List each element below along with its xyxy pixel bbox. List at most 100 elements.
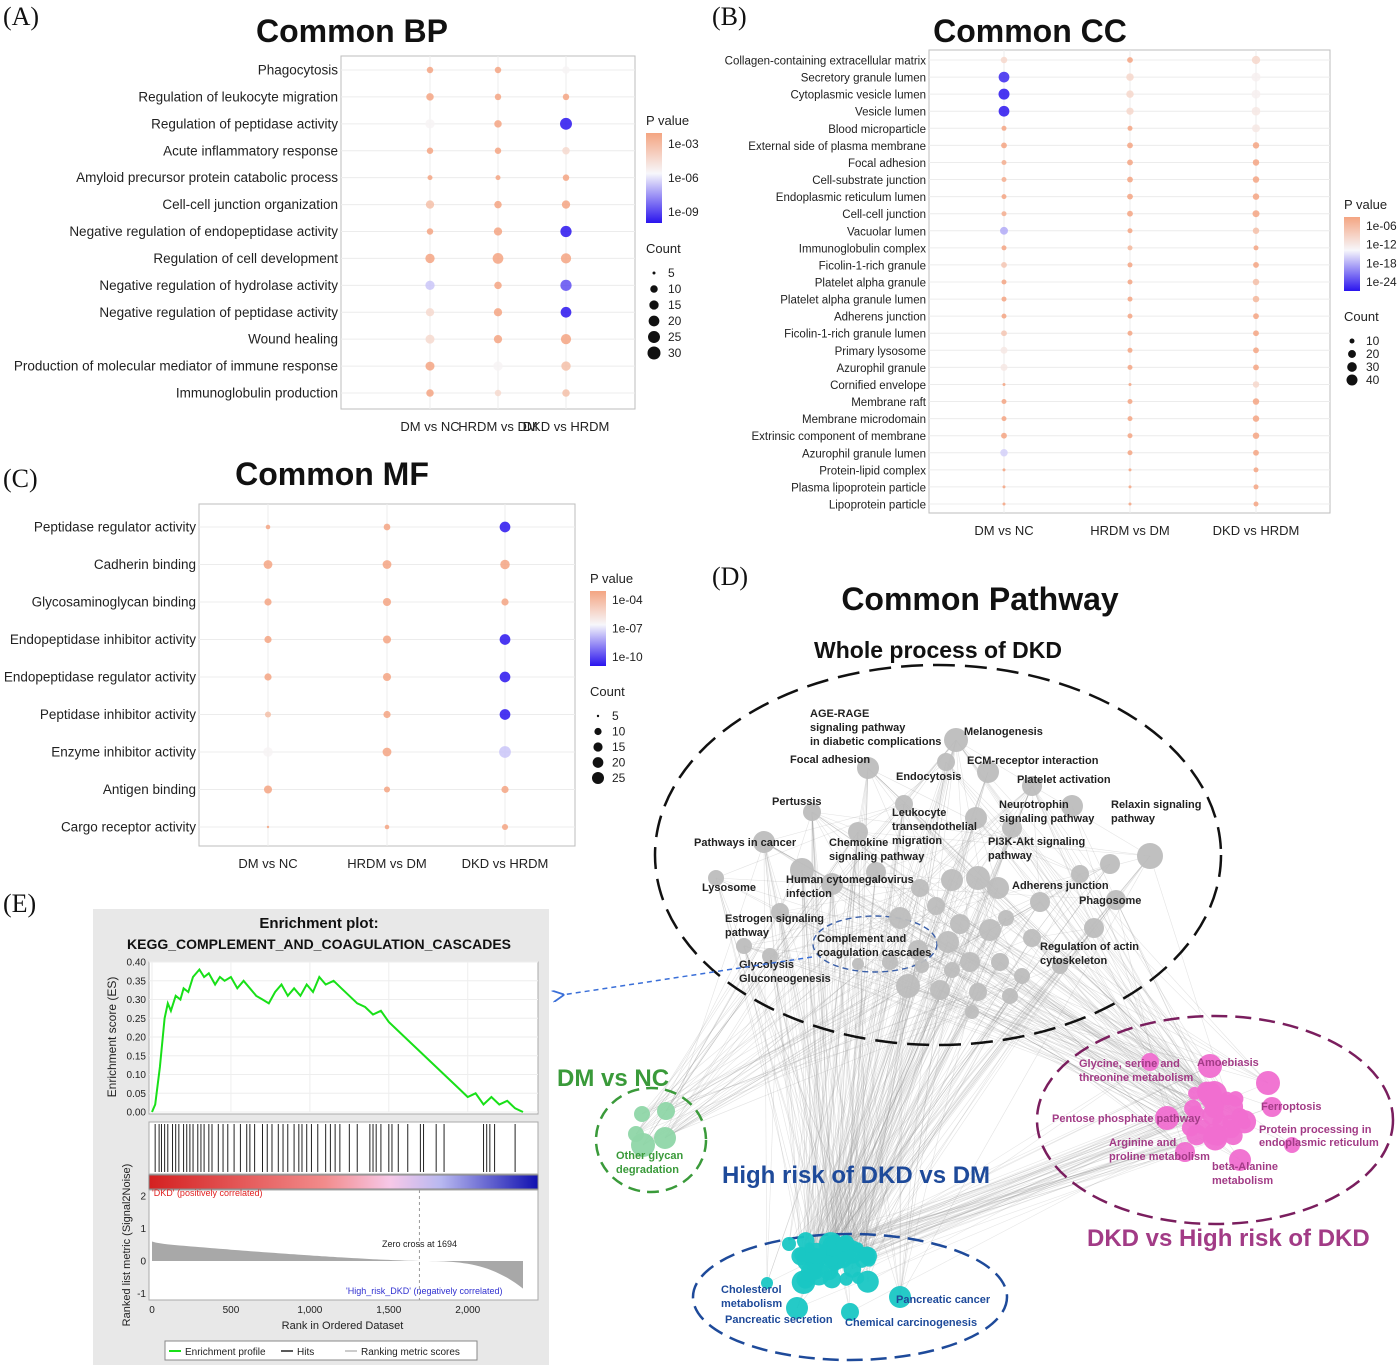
node-whole-process xyxy=(848,822,868,842)
network-edge xyxy=(800,905,937,1257)
zero-cross-label: Zero cross at 1694 xyxy=(382,1239,457,1249)
dot xyxy=(426,389,434,397)
network-edge xyxy=(955,739,991,931)
network-edge xyxy=(766,911,781,1284)
legend-size-dot xyxy=(647,346,661,360)
gsea-subtitle: KEGG_COMPLEMENT_AND_COAGULATION_CASCADES xyxy=(127,936,511,952)
es-y-tick: 0.05 xyxy=(127,1089,147,1100)
metric-y-tick: 0 xyxy=(140,1257,146,1268)
complement-highlight-ellipse xyxy=(812,915,938,973)
network-edge xyxy=(788,887,999,1245)
node-whole-process xyxy=(998,910,1014,926)
network-edge xyxy=(845,975,1023,1247)
network-edge xyxy=(766,761,947,1284)
dot xyxy=(1251,106,1261,116)
column-label: HRDM vs DM xyxy=(1090,523,1169,538)
column-label: DKD vs HRDM xyxy=(523,419,610,434)
network-edge xyxy=(816,985,909,1261)
legend-color-tick: 1e-10 xyxy=(612,650,643,664)
label-neuro-2: signaling pathway xyxy=(999,813,1095,825)
label-platelet: Platelet activation xyxy=(1017,774,1111,786)
chart-title: Common BP xyxy=(256,13,448,49)
dot xyxy=(1127,313,1133,319)
network-edge xyxy=(769,955,1213,1116)
dot xyxy=(1127,159,1133,166)
node-dkd-hr xyxy=(1184,1099,1202,1118)
legend-size-dot xyxy=(1348,350,1356,358)
dot xyxy=(998,71,1010,83)
network-edge xyxy=(917,949,1197,1115)
dotplot-mf: Common MF Peptidase regulator activity Cad… xyxy=(4,456,643,871)
network-edge xyxy=(838,965,1061,1256)
dot xyxy=(561,361,571,371)
dot xyxy=(264,673,272,681)
network-edge xyxy=(857,949,919,1248)
network-edge xyxy=(815,929,991,1254)
term-label: Extrinsic component of membrane xyxy=(752,431,927,443)
network-edge xyxy=(642,949,919,1146)
x-label: Rank in Ordered Dataset xyxy=(282,1320,404,1332)
metric-y-tick: 2 xyxy=(140,1192,146,1203)
node-whole-process xyxy=(753,831,775,853)
network-edge xyxy=(743,945,853,1269)
network-edge xyxy=(779,911,859,1279)
node-whole-process xyxy=(852,958,864,970)
network-edge xyxy=(763,803,905,843)
node-high-risk xyxy=(859,1247,877,1265)
network-edge xyxy=(763,841,804,1283)
dot xyxy=(1127,347,1133,353)
node-whole-process xyxy=(1022,776,1042,796)
network-edge xyxy=(955,739,1151,857)
dot xyxy=(1128,485,1132,489)
label-leuko-3: migration xyxy=(892,835,942,847)
node-whole-process xyxy=(1137,843,1163,869)
network-edge xyxy=(816,1117,1168,1261)
network-edge xyxy=(831,883,835,1266)
network-edge xyxy=(635,965,1061,1135)
network-edge xyxy=(841,975,1023,1259)
network-edge xyxy=(1031,873,1081,939)
es-y-tick: 0.35 xyxy=(127,976,147,987)
node-high-risk xyxy=(852,1242,864,1253)
network-edge xyxy=(833,949,919,1243)
network-edge xyxy=(664,917,1007,1139)
legend-color-tick: 1e-18 xyxy=(1366,256,1397,270)
group-label-high-risk: High risk of DKD vs DM xyxy=(722,1162,990,1189)
dot xyxy=(1253,501,1259,507)
group-label-dm-nc: DM vs NC xyxy=(557,1065,669,1092)
term-label: Membrane microdomain xyxy=(802,414,926,426)
network-edge xyxy=(743,945,1211,1067)
network-edge xyxy=(857,963,868,1255)
network-edge xyxy=(851,991,979,1253)
dot xyxy=(1127,450,1133,456)
dot xyxy=(560,225,572,238)
dot xyxy=(1251,55,1261,65)
dot xyxy=(493,361,503,371)
network-edge xyxy=(899,817,977,919)
network-edge xyxy=(763,841,1243,1116)
pointer-arrow xyxy=(562,956,813,995)
dot xyxy=(1252,227,1260,234)
network-edge xyxy=(831,927,1095,1260)
dot xyxy=(562,174,570,181)
network-edge xyxy=(809,941,949,1248)
dot xyxy=(263,747,273,757)
network-edge xyxy=(1031,785,1095,929)
legend-size-tick: 10 xyxy=(1366,334,1380,348)
node-whole-process xyxy=(1071,865,1089,883)
network-edge xyxy=(845,917,1007,1280)
term-label: Ficolin-1-rich granule lumen xyxy=(784,329,926,341)
neg-corr-label: 'High_risk_DKD' (negatively correlated) xyxy=(346,1286,503,1296)
network-edge xyxy=(810,887,921,1272)
term-label: Cargo receptor activity xyxy=(61,820,196,835)
network-edge xyxy=(999,961,1186,1153)
node-dkd-hr xyxy=(1195,1119,1211,1135)
network-edge xyxy=(834,965,1061,1243)
network-edge xyxy=(845,961,891,1244)
metric-area xyxy=(152,1241,523,1289)
term-label: Endopeptidase inhibitor activity xyxy=(10,632,196,647)
term-label: Wound healing xyxy=(248,332,338,347)
network-edge xyxy=(857,961,971,1248)
network-edge xyxy=(917,827,1013,951)
network-edge xyxy=(743,945,868,1255)
